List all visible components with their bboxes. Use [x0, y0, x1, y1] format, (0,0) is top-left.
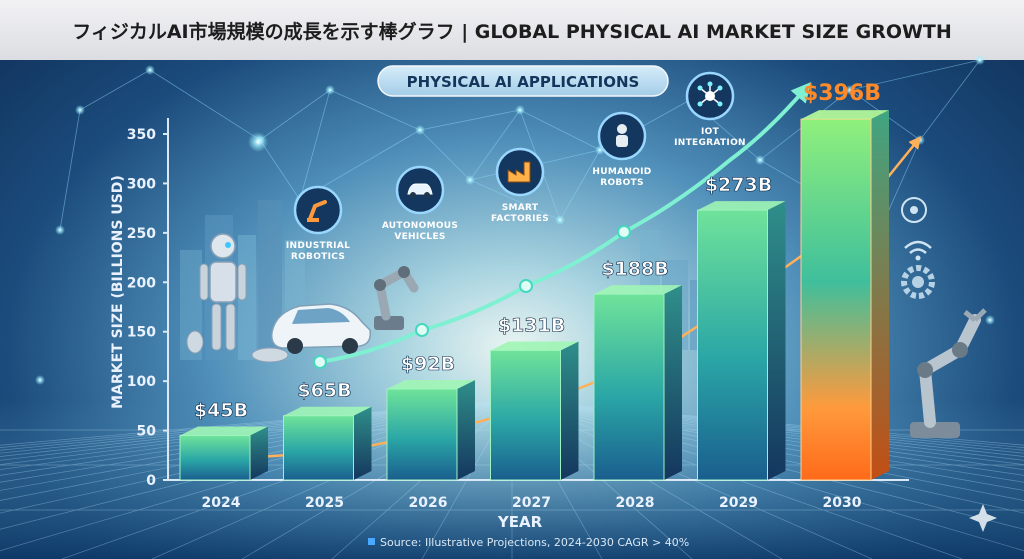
x-tick-label: 2029 [719, 495, 758, 511]
sparkle-icon [969, 504, 997, 532]
bar-2025 [283, 406, 372, 481]
x-tick-label: 2028 [616, 495, 655, 511]
bar-side [250, 426, 268, 480]
bar-top [490, 341, 579, 351]
trend-node [617, 225, 631, 239]
bar-2026 [386, 380, 475, 481]
bar-top [180, 426, 268, 436]
bar-front [179, 435, 251, 481]
trend-node [313, 355, 327, 369]
bar-value-label-2027: $131B [498, 314, 565, 336]
application-label: INTEGRATION [674, 138, 746, 148]
y-tick-label: 100 [127, 374, 156, 390]
bar-value-label-2028: $188B [601, 258, 668, 280]
x-tick-label: 2030 [823, 495, 862, 511]
bar-value-label-2024: $45B [194, 400, 248, 422]
bar-front [490, 349, 561, 481]
bar-value-label-2026: $92B [401, 353, 455, 375]
title-bar: フィジカルAI市場規模の成長を示す棒グラフ | GLOBAL PHYSICAL … [0, 0, 1024, 60]
x-axis-title: YEAR [497, 513, 543, 531]
x-tick-label: 2027 [512, 495, 551, 511]
sensor-icon [901, 197, 927, 223]
y-tick-label: 300 [127, 176, 156, 192]
chart-title: フィジカルAI市場規模の成長を示す棒グラフ | GLOBAL PHYSICAL … [72, 20, 952, 43]
application-label: HUMANOID [592, 167, 651, 177]
y-axis: 0 50 100 150 200 250 300 350 [127, 118, 169, 489]
car-icon [407, 183, 433, 198]
robot-arm-icon [910, 308, 987, 438]
bar-top [594, 285, 682, 295]
bar-2030 [800, 110, 889, 481]
y-tick-label: 200 [127, 275, 156, 291]
application-label: ROBOTS [600, 178, 644, 188]
application-label: SMART [502, 203, 539, 213]
trend-node [519, 279, 533, 293]
x-tick-label: 2024 [202, 495, 241, 511]
source-note: Source: Illustrative Projections, 2024-2… [368, 536, 689, 549]
bar-value-label-2030: $396B [803, 81, 881, 106]
y-axis-title: MARKET SIZE (BILLIONS USD) [110, 175, 126, 409]
bar-top [801, 110, 889, 120]
bar-side [871, 110, 889, 481]
y-tick-label: 150 [127, 325, 156, 341]
x-tick-label: 2025 [305, 495, 344, 511]
trend-node [415, 323, 429, 337]
application-label: VEHICLES [394, 232, 445, 242]
bar-front [593, 293, 665, 481]
bar-top [387, 380, 475, 390]
bar-side [353, 406, 372, 480]
applications-banner: PHYSICAL AI APPLICATIONS [377, 65, 669, 97]
bar-value-labels: $45B $65B $92B $131B $188B $273B $396B [194, 81, 881, 422]
robot-arm-icon [307, 200, 327, 222]
bar-value-label-2029: $273B [705, 174, 772, 196]
source-text: Source: Illustrative Projections, 2024-2… [380, 536, 689, 549]
y-tick-label: 350 [127, 127, 156, 143]
bar-front [800, 118, 872, 481]
growth-trend-nodes [313, 225, 631, 369]
bar-top [283, 406, 372, 416]
wifi-icon [904, 240, 932, 261]
bars [179, 110, 889, 481]
bar-side [664, 285, 682, 480]
application-label: INDUSTRIAL [286, 241, 350, 251]
factory-icon [507, 161, 531, 183]
bar-2028 [593, 285, 682, 481]
y-tick-label: 0 [146, 473, 156, 489]
bar-2027 [490, 341, 579, 481]
bar-2029 [697, 201, 786, 481]
robot-arm-icon [374, 266, 419, 330]
bar-front [386, 388, 458, 481]
bar-top [697, 201, 786, 211]
y-tick-label: 50 [137, 424, 157, 440]
application-label: ROBOTICS [291, 252, 345, 262]
humanoid-icon [616, 124, 628, 147]
bar-front [697, 209, 768, 481]
humanoid-robot-icon [186, 233, 289, 363]
bar-2024 [179, 426, 268, 481]
application-label: IOT [701, 127, 720, 137]
application-label: AUTONOMOUS [382, 221, 458, 231]
application-badge [293, 185, 343, 235]
bar-side [457, 380, 475, 480]
car-icon [270, 303, 372, 354]
x-tick-label: 2026 [409, 495, 448, 511]
gear-icon [901, 265, 935, 299]
applications-title: PHYSICAL AI APPLICATIONS [407, 73, 640, 91]
y-tick-label: 250 [127, 226, 156, 242]
bar-side [767, 201, 786, 480]
application-label: FACTORIES [491, 214, 549, 224]
bar-front [283, 415, 354, 481]
growth-trend-arrow [318, 81, 812, 364]
bar-value-label-2025: $65B [297, 380, 351, 402]
bar-side [560, 341, 579, 480]
network-icon [697, 81, 723, 107]
